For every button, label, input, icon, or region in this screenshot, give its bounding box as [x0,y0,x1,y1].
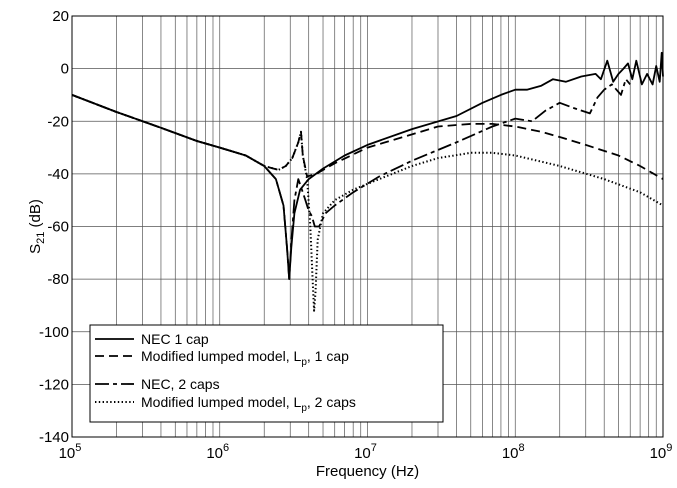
y-tick-label: 0 [61,61,69,78]
legend-box [89,324,444,423]
x-tick-base: 10 [206,445,223,462]
x-tick-label: 106 [206,442,229,462]
legend-label: Modified lumped model, Lp, 1 cap [141,348,349,368]
y-tick-label: -120 [39,376,69,393]
x-tick-label: 108 [502,442,525,462]
series-line-dashdot [71,78,631,280]
legend-label-text: Modified lumped model, L [141,394,302,410]
legend-label: NEC, 2 caps [141,376,220,392]
legend-label-rest: , 1 cap [307,348,349,364]
y-tick-label: -60 [47,219,69,236]
x-tick-exponent: 8 [519,442,525,454]
x-tick-base: 10 [650,445,667,462]
y-axis-title-unit: (dB) [27,199,44,232]
legend-label-text: NEC 1 cap [141,331,209,347]
x-tick-label: 109 [650,442,673,462]
y-axis-title: S21 (dB) [27,199,47,254]
x-tick-exponent: 5 [75,442,81,454]
x-tick-exponent: 9 [666,442,672,454]
y-tick-label: -40 [47,166,69,183]
x-tick-base: 10 [502,445,519,462]
y-tick-label: 20 [52,8,69,25]
series-line-dashed [71,94,664,180]
x-tick-label: 107 [354,442,377,462]
y-tick-label: -100 [39,324,69,341]
x-tick-exponent: 7 [371,442,377,454]
x-tick-label: 105 [59,442,82,462]
x-tick-base: 10 [354,445,371,462]
legend-label: Modified lumped model, Lp, 2 caps [141,394,356,414]
legend-label-subscript: p [301,357,307,368]
y-tick-label: -140 [39,429,69,446]
y-tick-label: -20 [47,113,69,130]
legend-label-text: NEC, 2 caps [141,376,220,392]
series-layer [71,51,664,312]
y-axis-title-main: S [27,244,44,254]
legend-label-rest: , 2 caps [307,394,356,410]
x-axis-title: Frequency (Hz) [316,463,419,480]
x-tick-base: 10 [59,445,76,462]
y-tick-label: -80 [47,271,69,288]
plot-frame [71,15,664,438]
legend-label-text: Modified lumped model, L [141,348,302,364]
legend-label-subscript: p [301,403,307,414]
series-line-dotted [71,93,664,312]
x-tick-exponent: 6 [223,442,229,454]
legend-label: NEC 1 cap [141,331,209,347]
y-axis-title-sub: 21 [35,232,47,244]
